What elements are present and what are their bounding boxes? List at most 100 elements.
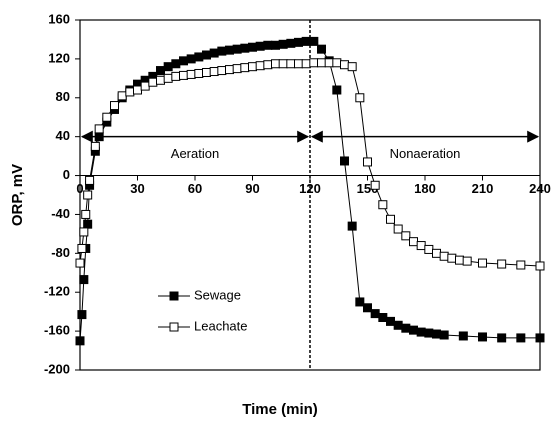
data-point [401,231,411,241]
data-point [363,157,372,167]
x-tick-label: 240 [529,181,551,196]
data-point [271,40,280,50]
y-tick-label: -120 [44,284,70,299]
y-tick-label: -200 [44,361,70,376]
data-point [110,101,119,111]
data-point [186,54,196,64]
data-point [217,66,227,76]
data-point [416,327,426,337]
data-point [117,91,127,101]
y-tick-label: -160 [44,323,70,338]
data-point [225,45,234,55]
data-point [447,253,457,263]
data-point [370,180,380,190]
x-tick-label: 90 [245,181,259,196]
data-point [133,85,142,95]
y-tick-label: 80 [56,89,70,104]
annotation-text: Aeration [171,146,219,161]
data-point [171,71,181,81]
data-point [179,56,188,66]
data-point [83,190,93,200]
x-tick-label: 60 [188,181,202,196]
legend-marker [169,322,179,332]
data-point [424,328,434,338]
data-point [439,251,449,261]
data-point [163,73,173,83]
data-point [347,62,357,72]
data-point [516,260,526,270]
data-point [309,36,319,46]
data-point [347,221,357,231]
data-point [432,329,441,339]
data-point [77,243,87,253]
data-point [294,37,303,47]
data-point [75,336,85,346]
y-tick-label: 0 [63,167,70,182]
legend-marker [169,291,179,301]
data-point [171,59,181,69]
data-point [163,62,173,72]
data-point [248,62,257,72]
data-point [140,81,150,91]
data-point [94,124,104,134]
data-point [439,330,449,340]
y-tick-label: 120 [48,50,70,65]
annotation-text: Nonaeration [390,146,461,161]
data-point [263,40,273,50]
x-tick-label: 120 [299,181,321,196]
data-point [255,61,265,71]
data-point [209,48,219,58]
data-point [455,255,464,265]
data-point [386,214,395,224]
data-point [271,59,280,69]
data-point [340,156,349,166]
data-point [125,87,135,97]
data-point [516,333,526,343]
y-tick-label: 40 [56,128,70,143]
data-point [77,310,87,320]
data-point [194,52,204,62]
data-point [217,46,227,56]
data-point [194,68,204,78]
data-point [478,332,487,342]
data-point [378,313,388,322]
legend-label: Leachate [194,318,248,333]
data-point [286,38,296,48]
data-point [102,112,112,122]
data-point [535,261,545,271]
data-point [179,70,188,80]
data-point [424,244,434,254]
data-point [79,227,89,237]
data-point [409,237,418,247]
data-point [278,59,288,69]
data-point [535,333,545,343]
data-point [232,44,242,54]
data-point [225,65,234,75]
data-point [355,297,365,307]
data-point [378,200,388,210]
data-point [317,44,326,54]
x-axis-label: Time (min) [242,401,318,418]
data-point [186,69,196,79]
y-tick-label: -80 [51,245,70,260]
data-point [332,58,342,68]
data-point [393,224,403,234]
data-point [263,60,273,70]
legend-label: Sewage [194,287,241,302]
data-point [202,50,211,60]
data-point [248,42,257,52]
data-point [332,85,342,95]
data-point [370,309,380,319]
data-point [478,258,487,268]
data-point [409,325,418,335]
x-tick-label: 180 [414,181,436,196]
data-point [324,58,334,68]
data-point [309,58,319,68]
data-point [209,67,219,77]
data-point [278,39,288,49]
x-tick-label: 0 [76,181,83,196]
data-point [401,323,411,333]
data-point [432,248,441,258]
data-point [317,58,326,68]
